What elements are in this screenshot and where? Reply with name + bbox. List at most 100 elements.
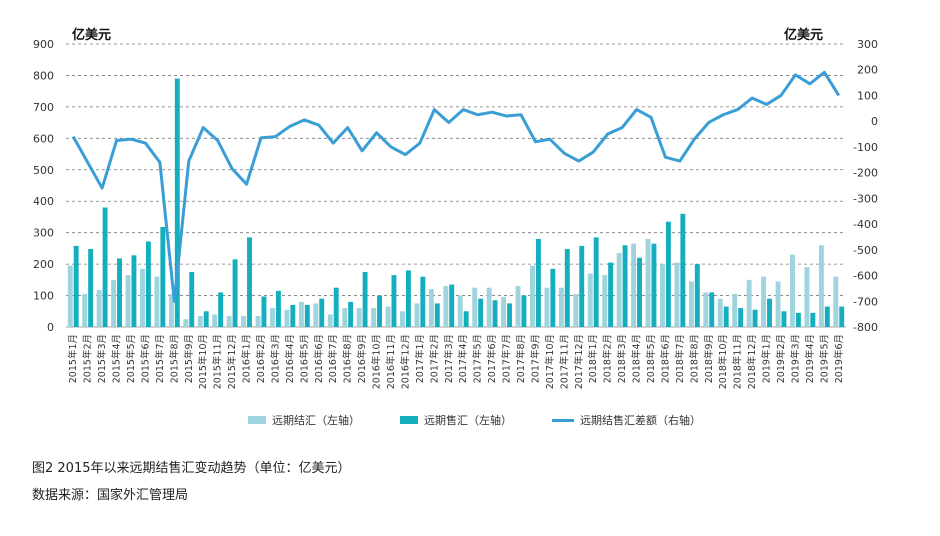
x-tick-label: 2017年4月 <box>457 334 469 383</box>
bar-forward-sale <box>631 243 637 327</box>
bar-forward-sale <box>616 253 622 327</box>
series-forward-sale-bars <box>67 238 839 327</box>
x-tick-label: 2017年5月 <box>472 334 484 383</box>
bar-forward-sale <box>790 254 795 327</box>
bar-forward-sale <box>602 275 608 327</box>
bar-forward-sale <box>804 267 810 327</box>
bar-forward-purchase <box>73 245 79 327</box>
bar-forward-sale <box>515 286 521 327</box>
bar-forward-sale <box>761 276 767 327</box>
bar-forward-purchase <box>608 262 614 327</box>
bar-forward-sale <box>573 293 579 327</box>
series-net-line <box>71 70 841 303</box>
bar-forward-purchase <box>434 303 440 327</box>
x-tick-label: 2019年1月 <box>761 334 773 383</box>
bar-forward-sale <box>544 287 550 327</box>
left-tick-label: 800 <box>33 69 54 82</box>
bar-forward-sale <box>717 298 723 327</box>
x-tick-label: 2019年6月 <box>833 334 845 383</box>
bar-forward-sale <box>82 293 88 327</box>
bar-forward-purchase <box>767 298 772 327</box>
x-tick-label: 2017年1月 <box>414 334 426 383</box>
x-tick-label: 2019年5月 <box>818 334 830 383</box>
bar-forward-purchase <box>290 304 296 327</box>
x-tick-label: 2015年4月 <box>111 334 123 383</box>
bar-forward-sale <box>660 264 665 327</box>
line-net-balance <box>71 70 841 303</box>
bar-forward-purchase <box>665 221 671 327</box>
x-tick-label: 2015年1月 <box>67 334 79 383</box>
left-axis-unit: 亿美元 <box>72 28 112 43</box>
bar-forward-sale <box>313 303 319 327</box>
x-tick-label: 2018年6月 <box>659 334 671 383</box>
x-tick-label: 2017年6月 <box>486 334 498 383</box>
bar-forward-purchase <box>362 271 368 327</box>
bar-forward-purchase <box>261 296 267 327</box>
bar-forward-purchase <box>391 275 397 327</box>
bar-forward-purchase <box>218 292 224 327</box>
right-tick-label: -300 <box>853 192 878 205</box>
x-tick-label: 2018年3月 <box>616 334 628 383</box>
bar-forward-purchase <box>189 271 195 327</box>
bar-forward-purchase <box>463 311 469 327</box>
source-note: 数据来源：国家外汇管理局 <box>32 488 189 503</box>
bar-forward-purchase <box>810 312 816 327</box>
x-tick-label: 2016年11月 <box>385 334 397 389</box>
bar-forward-purchase <box>405 270 411 327</box>
bar-forward-purchase <box>492 300 498 327</box>
right-tick-label: -400 <box>853 218 878 231</box>
left-tick-label: 0 <box>47 321 54 334</box>
x-tick-label: 2016年7月 <box>327 334 339 383</box>
bar-forward-sale <box>688 281 694 327</box>
bar-forward-purchase <box>420 276 426 327</box>
bar-forward-sale <box>428 289 434 327</box>
bar-forward-purchase <box>680 213 686 327</box>
bar-forward-purchase <box>88 249 94 327</box>
legend: 远期结汇（左轴） 远期售汇（左轴） 远期结售汇差额（右轴） <box>248 412 701 428</box>
bar-forward-sale <box>125 275 131 327</box>
right-tick-label: -500 <box>853 244 878 257</box>
legend-item-net: 远期结售汇差额（右轴） <box>552 412 701 428</box>
bar-forward-purchase <box>174 78 180 327</box>
series-forward-purchase-bars <box>73 78 845 327</box>
x-tick-label: 2016年8月 <box>342 334 354 383</box>
bar-forward-purchase <box>795 312 801 327</box>
x-tick-label: 2015年5月 <box>125 334 137 383</box>
bar-forward-purchase <box>651 243 657 327</box>
left-tick-label: 500 <box>33 164 54 177</box>
legend-label-net: 远期结售汇差额（右轴） <box>580 414 701 427</box>
left-tick-label: 700 <box>33 101 54 114</box>
x-tick-label: 2017年12月 <box>573 334 585 389</box>
bar-forward-sale <box>197 315 203 327</box>
bar-forward-sale <box>111 279 117 327</box>
x-tick-label: 2018年11月 <box>732 334 744 389</box>
right-tick-label: 0 <box>871 115 878 128</box>
bar-forward-sale <box>732 293 738 327</box>
x-tick-label: 2018年8月 <box>688 334 700 383</box>
x-tick-label: 2015年9月 <box>183 334 195 383</box>
x-tick-label: 2017年10月 <box>544 334 556 389</box>
x-tick-label: 2017年9月 <box>529 334 541 383</box>
bar-forward-purchase <box>203 311 209 327</box>
x-tick-label: 2016年6月 <box>313 334 325 383</box>
x-tick-label: 2019年4月 <box>804 334 816 383</box>
gridlines <box>66 43 846 328</box>
bar-forward-purchase <box>145 241 151 327</box>
legend-item-purchase: 远期售汇（左轴） <box>400 412 512 428</box>
legend-label-purchase: 远期售汇（左轴） <box>424 414 512 427</box>
bar-forward-purchase <box>232 259 238 327</box>
bar-forward-sale <box>371 308 377 327</box>
bar-forward-sale <box>183 319 189 327</box>
bar-forward-sale <box>530 265 535 327</box>
bar-forward-sale <box>67 265 73 327</box>
bar-forward-sale <box>558 287 564 327</box>
x-tick-label: 2018年5月 <box>645 334 657 383</box>
bar-forward-sale <box>818 245 824 327</box>
bar-forward-purchase <box>247 237 252 327</box>
left-tick-label: 600 <box>33 132 54 145</box>
left-tick-label: 900 <box>33 38 54 51</box>
left-axis-ticks: 0 100 200 300 400 500 600 700 800 900 <box>33 38 54 334</box>
bar-forward-sale <box>342 308 348 327</box>
bar-forward-purchase <box>738 308 744 327</box>
